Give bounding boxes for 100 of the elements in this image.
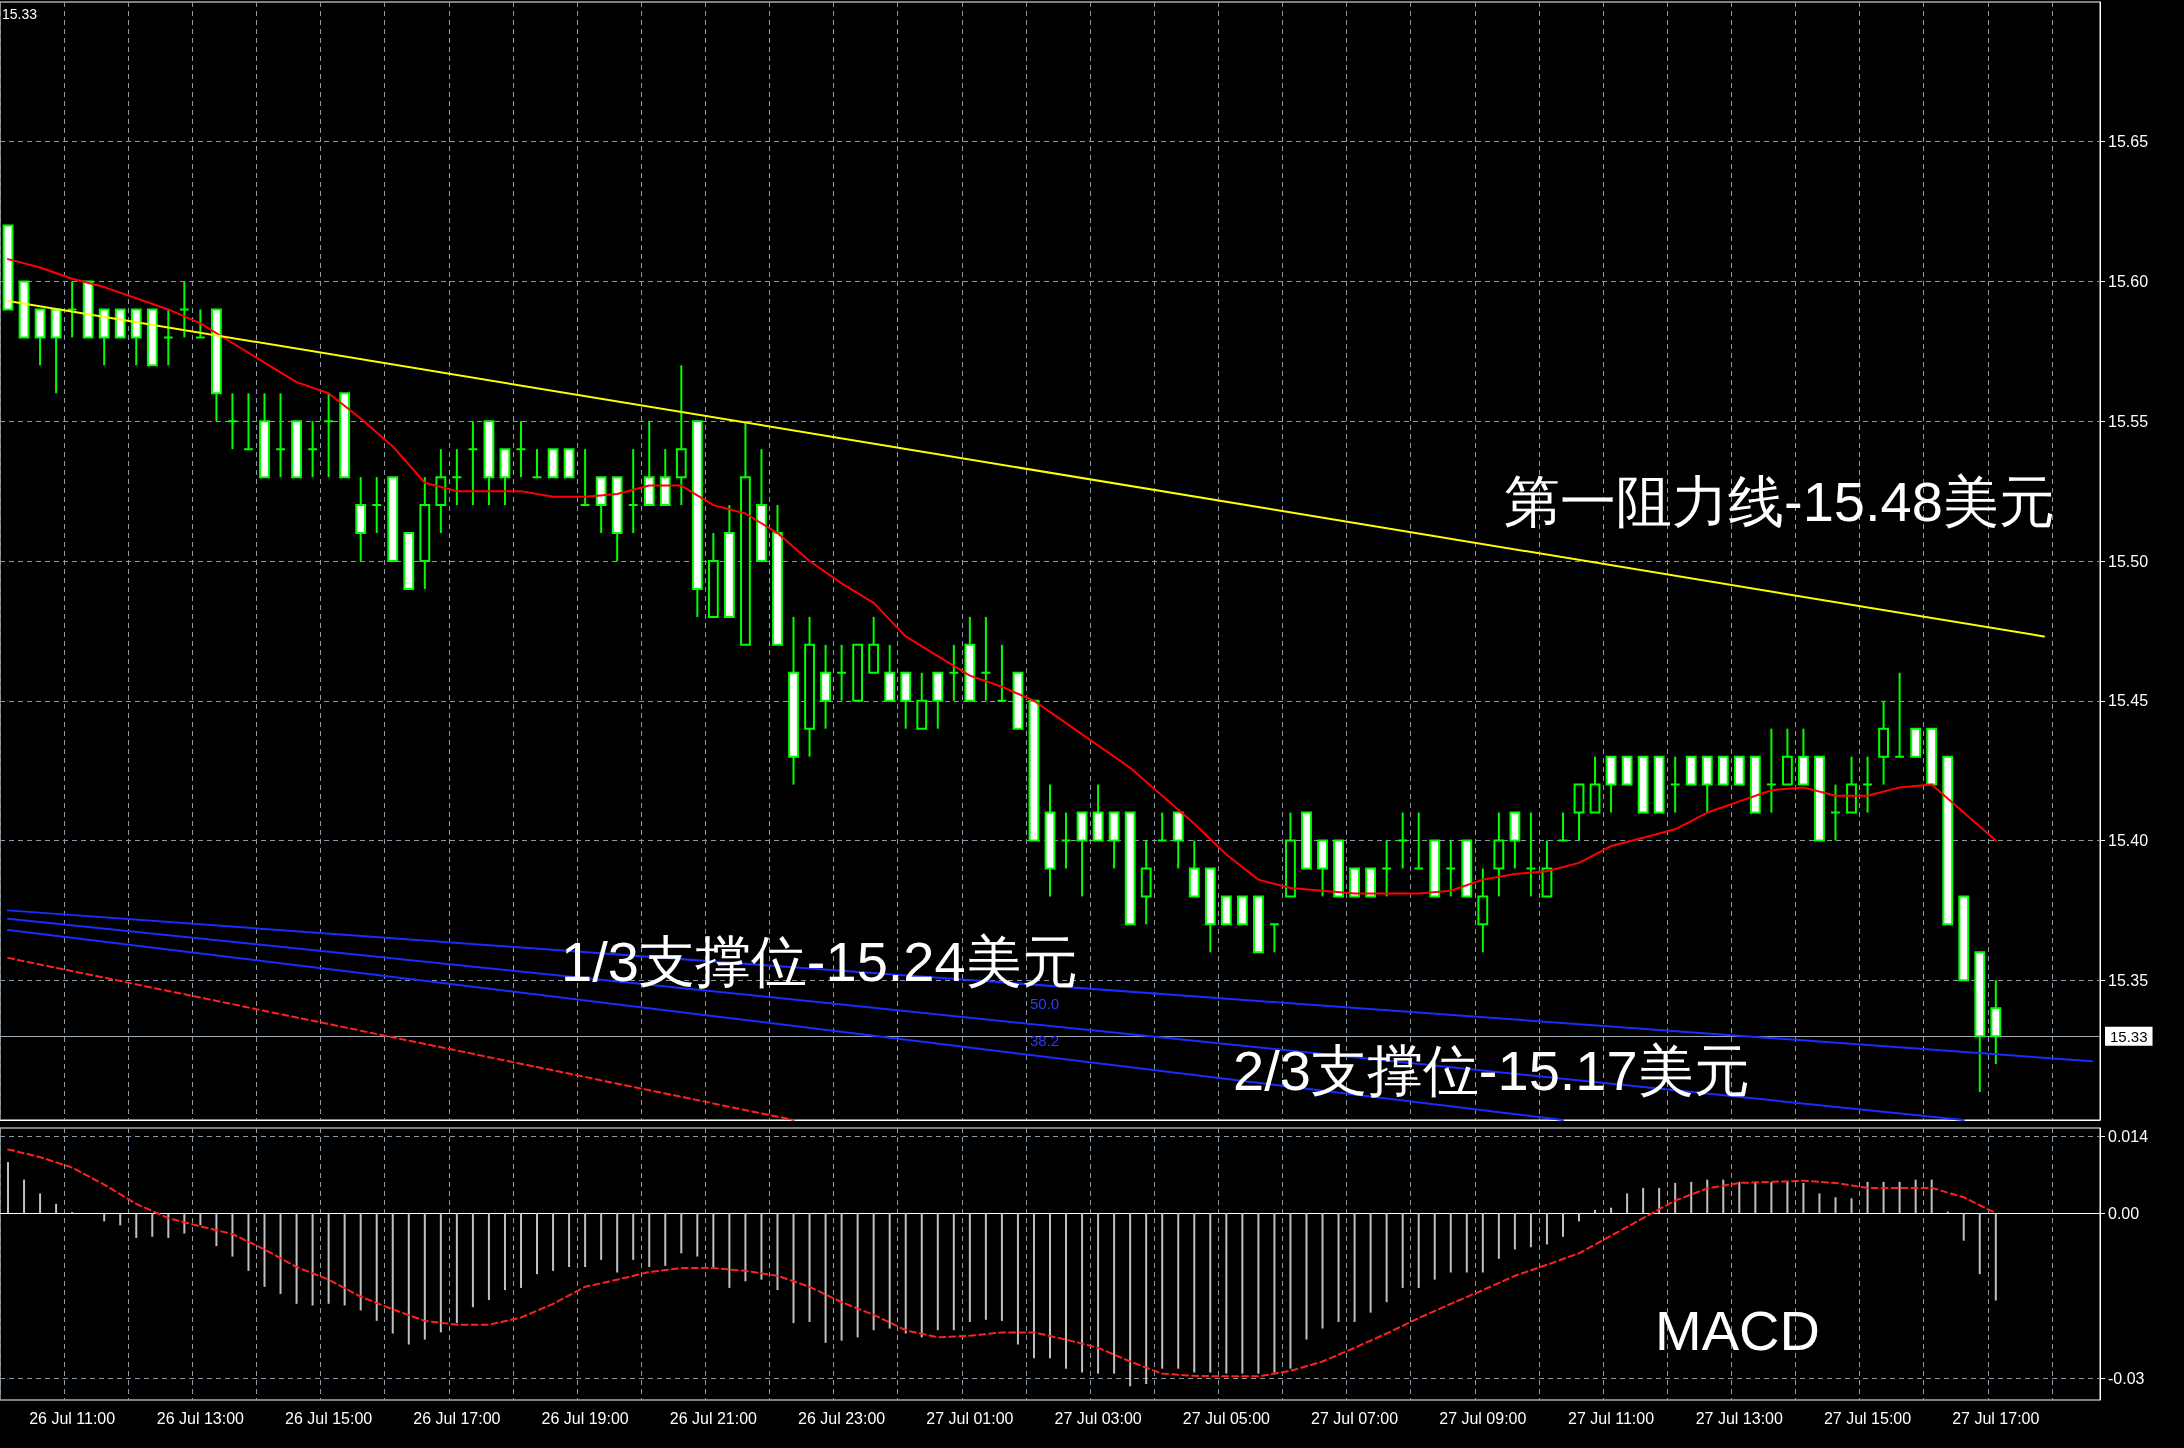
x-tick-label: 27 Jul 17:00 — [1952, 1409, 2040, 1427]
x-tick-label: 26 Jul 23:00 — [798, 1409, 886, 1427]
bar — [1449, 1213, 1452, 1273]
x-tick-label: 26 Jul 15:00 — [285, 1409, 373, 1427]
bar — [391, 1213, 394, 1334]
bar — [632, 1213, 635, 1260]
bar — [1690, 1181, 1693, 1214]
bar — [455, 1213, 458, 1324]
bar — [1578, 1213, 1581, 1222]
x-tick-label: 27 Jul 05:00 — [1182, 1409, 1271, 1427]
bar — [744, 1213, 747, 1282]
bar — [311, 1213, 314, 1306]
bar — [984, 1213, 987, 1320]
bar — [680, 1213, 683, 1254]
annotation: MACD — [1655, 1298, 1820, 1362]
x-tick-label: 26 Jul 19:00 — [541, 1409, 629, 1427]
bar — [664, 1213, 667, 1266]
bar — [856, 1213, 859, 1338]
bar — [231, 1213, 234, 1257]
bar — [55, 1203, 58, 1214]
bar — [1850, 1198, 1853, 1214]
bar — [1866, 1181, 1869, 1214]
bar — [1081, 1213, 1084, 1373]
bar — [1529, 1213, 1532, 1248]
bar — [423, 1213, 426, 1340]
bar — [295, 1213, 298, 1304]
x-tick-label: 27 Jul 09:00 — [1439, 1409, 1527, 1427]
bar — [712, 1213, 715, 1268]
bar — [1545, 1213, 1548, 1245]
bar — [1561, 1213, 1564, 1237]
x-tick-label: 27 Jul 01:00 — [926, 1409, 1014, 1427]
bar — [1337, 1213, 1340, 1322]
bar — [135, 1213, 138, 1238]
annotation: 15.33 — [2, 6, 38, 22]
bar — [103, 1213, 106, 1222]
bar — [824, 1213, 827, 1343]
x-tick-label: 26 Jul 13:00 — [156, 1409, 245, 1427]
bar — [1289, 1213, 1292, 1369]
bar — [263, 1213, 266, 1287]
bar — [968, 1213, 971, 1322]
bar — [1129, 1213, 1132, 1387]
y-tick-label: 15.40 — [2108, 832, 2149, 849]
y-tick-label: 0.00 — [2108, 1204, 2140, 1222]
bar — [7, 1162, 10, 1214]
bar — [359, 1213, 362, 1311]
bar — [1786, 1181, 1789, 1214]
bar — [1321, 1213, 1324, 1329]
ref-line-label: 15.33 — [2110, 1027, 2148, 1045]
bar — [519, 1213, 522, 1288]
bar — [1978, 1213, 1981, 1275]
bar — [1481, 1213, 1484, 1273]
bar — [23, 1179, 26, 1214]
bar — [1417, 1213, 1420, 1288]
y-tick-label: 0.014 — [2108, 1127, 2149, 1145]
bar — [1658, 1187, 1661, 1214]
x-tick-label: 26 Jul 11:00 — [29, 1409, 116, 1427]
bar — [872, 1213, 875, 1331]
bar — [1738, 1181, 1741, 1214]
bar — [407, 1213, 410, 1345]
bar — [1145, 1213, 1148, 1385]
x-tick-label: 27 Jul 13:00 — [1695, 1409, 1783, 1427]
bar — [1241, 1213, 1244, 1374]
x-tick-label: 27 Jul 15:00 — [1823, 1409, 1912, 1427]
bar — [1161, 1213, 1164, 1369]
bar — [1706, 1179, 1709, 1214]
x-tick-label: 26 Jul 21:00 — [669, 1409, 758, 1427]
bar — [471, 1213, 474, 1308]
bar — [952, 1213, 955, 1331]
bar — [1097, 1213, 1100, 1374]
bar — [327, 1213, 330, 1304]
bar — [1433, 1213, 1436, 1280]
bar — [648, 1213, 651, 1268]
bar — [1465, 1213, 1468, 1273]
bar — [760, 1213, 763, 1280]
bar — [199, 1213, 202, 1226]
bar — [1385, 1213, 1388, 1303]
bar — [776, 1213, 779, 1291]
bar — [616, 1213, 619, 1273]
bar — [1353, 1213, 1356, 1322]
bar — [1065, 1213, 1068, 1369]
y-tick-label: 15.45 — [2108, 692, 2149, 710]
bar — [728, 1213, 731, 1288]
y-tick-label: 15.50 — [2108, 552, 2149, 570]
bar — [1770, 1181, 1773, 1214]
bar — [792, 1213, 795, 1324]
bar — [888, 1213, 891, 1329]
bar — [375, 1213, 378, 1321]
x-tick-label: 27 Jul 03:00 — [1054, 1409, 1142, 1427]
bar — [904, 1213, 907, 1334]
bar — [936, 1213, 939, 1331]
bar — [119, 1213, 122, 1226]
bar — [343, 1213, 346, 1306]
bar — [1914, 1179, 1917, 1214]
annotation: 38.2 — [1030, 1031, 1060, 1049]
bar — [1273, 1213, 1276, 1373]
bar — [536, 1213, 539, 1275]
bar — [1401, 1213, 1404, 1288]
x-tick-label: 27 Jul 07:00 — [1310, 1409, 1399, 1427]
bar — [1994, 1213, 1997, 1301]
bar — [1962, 1213, 1965, 1241]
